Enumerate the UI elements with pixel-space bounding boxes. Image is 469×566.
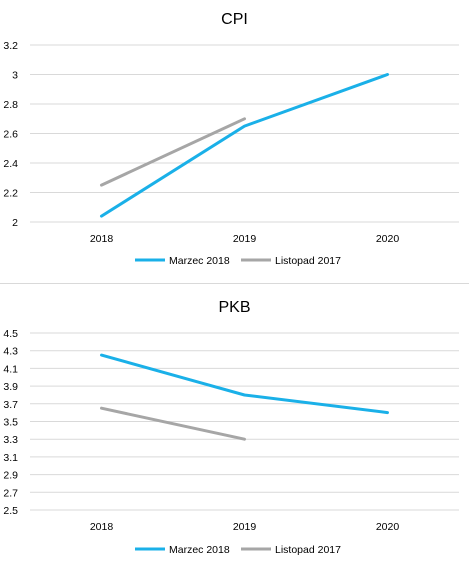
- y-tick-label: 3.3: [3, 434, 18, 446]
- y-tick-label: 3.1: [3, 452, 18, 464]
- y-tick-label: 2.8: [3, 99, 18, 111]
- chart-title: PKB: [218, 299, 250, 316]
- y-tick-label: 2.7: [3, 487, 18, 499]
- x-tick-label: 2018: [90, 233, 114, 245]
- chart-title: CPI: [221, 11, 248, 28]
- x-tick-label: 2019: [233, 233, 257, 245]
- x-tick-label: 2020: [376, 521, 400, 533]
- x-tick-label: 2018: [90, 521, 114, 533]
- legend-label: Listopad 2017: [275, 544, 341, 556]
- y-tick-label: 3: [12, 70, 18, 82]
- panel-divider: [0, 283, 469, 284]
- x-tick-label: 2020: [376, 233, 400, 245]
- series-line-listopad-2017: [100, 117, 246, 187]
- legend-label: Marzec 2018: [169, 544, 230, 556]
- y-tick-label: 3.7: [3, 399, 18, 411]
- y-tick-label: 3.2: [3, 40, 18, 52]
- y-tick-label: 2.2: [3, 188, 18, 200]
- y-tick-label: 2.4: [3, 158, 18, 170]
- y-tick-label: 2.6: [3, 129, 18, 141]
- y-tick-label: 3.9: [3, 381, 18, 393]
- y-tick-label: 4.3: [3, 346, 18, 358]
- y-tick-label: 3.5: [3, 417, 18, 429]
- series-line-listopad-2017: [100, 406, 246, 441]
- y-tick-label: 2: [12, 217, 18, 229]
- y-tick-label: 4.1: [3, 363, 18, 375]
- y-tick-label: 4.5: [3, 328, 18, 340]
- y-tick-label: 2.9: [3, 470, 18, 482]
- cpi-chart-panel: CPI 2 2.2 2.4 2.6 2.8 3 3.2 2018 2019 2020 Marzec 2…: [3, 11, 459, 267]
- series-line-marzec-2018: [100, 73, 389, 218]
- cpi-chart: CPI 2 2.2 2.4 2.6 2.8 3 3.2 2018 2019 2020 Marzec 2…: [3, 11, 459, 267]
- y-tick-label: 2.5: [3, 505, 18, 517]
- x-tick-label: 2019: [233, 521, 257, 533]
- legend-label: Marzec 2018: [169, 255, 230, 267]
- series-line-marzec-2018: [100, 353, 389, 415]
- pkb-chart: PKB 2.5 2.7 2.9 3.1 3.3 3.5 3.7 3.9 4.1 4.3 4.5 2018…: [3, 299, 459, 556]
- pkb-chart-panel: PKB 2.5 2.7 2.9 3.1 3.3 3.5 3.7 3.9 4.1 4.3 4.5 2018…: [0, 283, 469, 566]
- legend-label: Listopad 2017: [275, 255, 341, 267]
